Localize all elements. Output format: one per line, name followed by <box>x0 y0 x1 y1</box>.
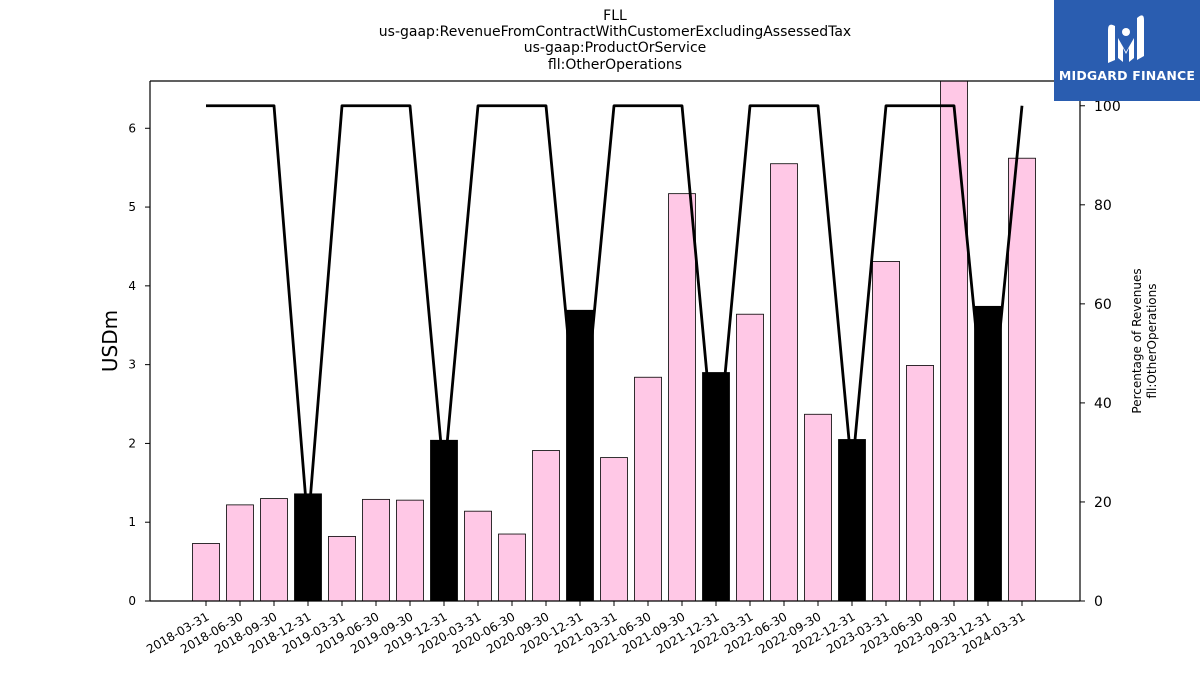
y2-tick-label: 60 <box>1094 297 1112 313</box>
bar-2022-03-31 <box>736 313 764 602</box>
y2-axis-label-line-2: fll:OtherOperations <box>1145 284 1159 399</box>
y-tick-label: 2 <box>128 436 136 450</box>
midgard-finance-logo: MIDGARD FINANCE <box>1054 0 1200 101</box>
y-tick-label: 5 <box>128 200 136 214</box>
chart-title-line-4: fll:OtherOperations <box>547 57 683 73</box>
y-tick-label: 0 <box>128 594 136 608</box>
bar-2020-09-30 <box>532 450 560 602</box>
bar-2022-09-30 <box>804 413 832 602</box>
bar-2020-06-30 <box>498 533 526 602</box>
bar-2023-03-31 <box>872 261 900 602</box>
y2-axis-label-line-1: Percentage of Revenues <box>1130 268 1144 413</box>
bar-2019-06-30 <box>362 498 390 602</box>
y2-tick-label: 20 <box>1094 495 1112 511</box>
y-tick-label: 4 <box>128 279 136 293</box>
y2-tick-label: 100 <box>1094 99 1121 115</box>
bar-2021-03-31 <box>600 457 628 602</box>
bar-2018-09-30 <box>260 498 288 602</box>
bar-2022-06-30 <box>770 163 798 602</box>
bar-2021-06-30 <box>634 376 662 602</box>
y2-tick-label: 80 <box>1094 198 1112 214</box>
bar-2021-09-30 <box>668 193 696 602</box>
bar-2023-06-30 <box>906 365 934 602</box>
chart-title-line-3: us-gaap:ProductOrService <box>523 40 707 56</box>
y-axis-label: USDm <box>98 310 122 372</box>
y-tick-label: 6 <box>128 121 136 135</box>
logo-text: MIDGARD FINANCE <box>1058 68 1196 83</box>
y2-tick-label: 40 <box>1094 396 1112 412</box>
bar-2018-03-31 <box>192 543 220 602</box>
chart-title-line-1: FLL <box>603 8 627 24</box>
bar-2019-09-30 <box>396 499 424 602</box>
bar-2023-09-30 <box>940 80 968 602</box>
percentage-line <box>206 104 1024 529</box>
y-tick-label: 3 <box>128 358 136 372</box>
bar-2018-06-30 <box>226 504 254 602</box>
bar-2019-03-31 <box>328 535 356 602</box>
bar-2020-03-31 <box>464 510 492 602</box>
y-tick-label: 1 <box>128 515 136 529</box>
bar-2024-03-31 <box>1008 157 1036 602</box>
chart-title-line-2: us-gaap:RevenueFromContractWithCustomerE… <box>378 24 852 40</box>
logo-mark-icon <box>1108 15 1144 64</box>
y2-tick-label: 0 <box>1094 594 1103 610</box>
bar-2021-12-31 <box>702 372 730 602</box>
